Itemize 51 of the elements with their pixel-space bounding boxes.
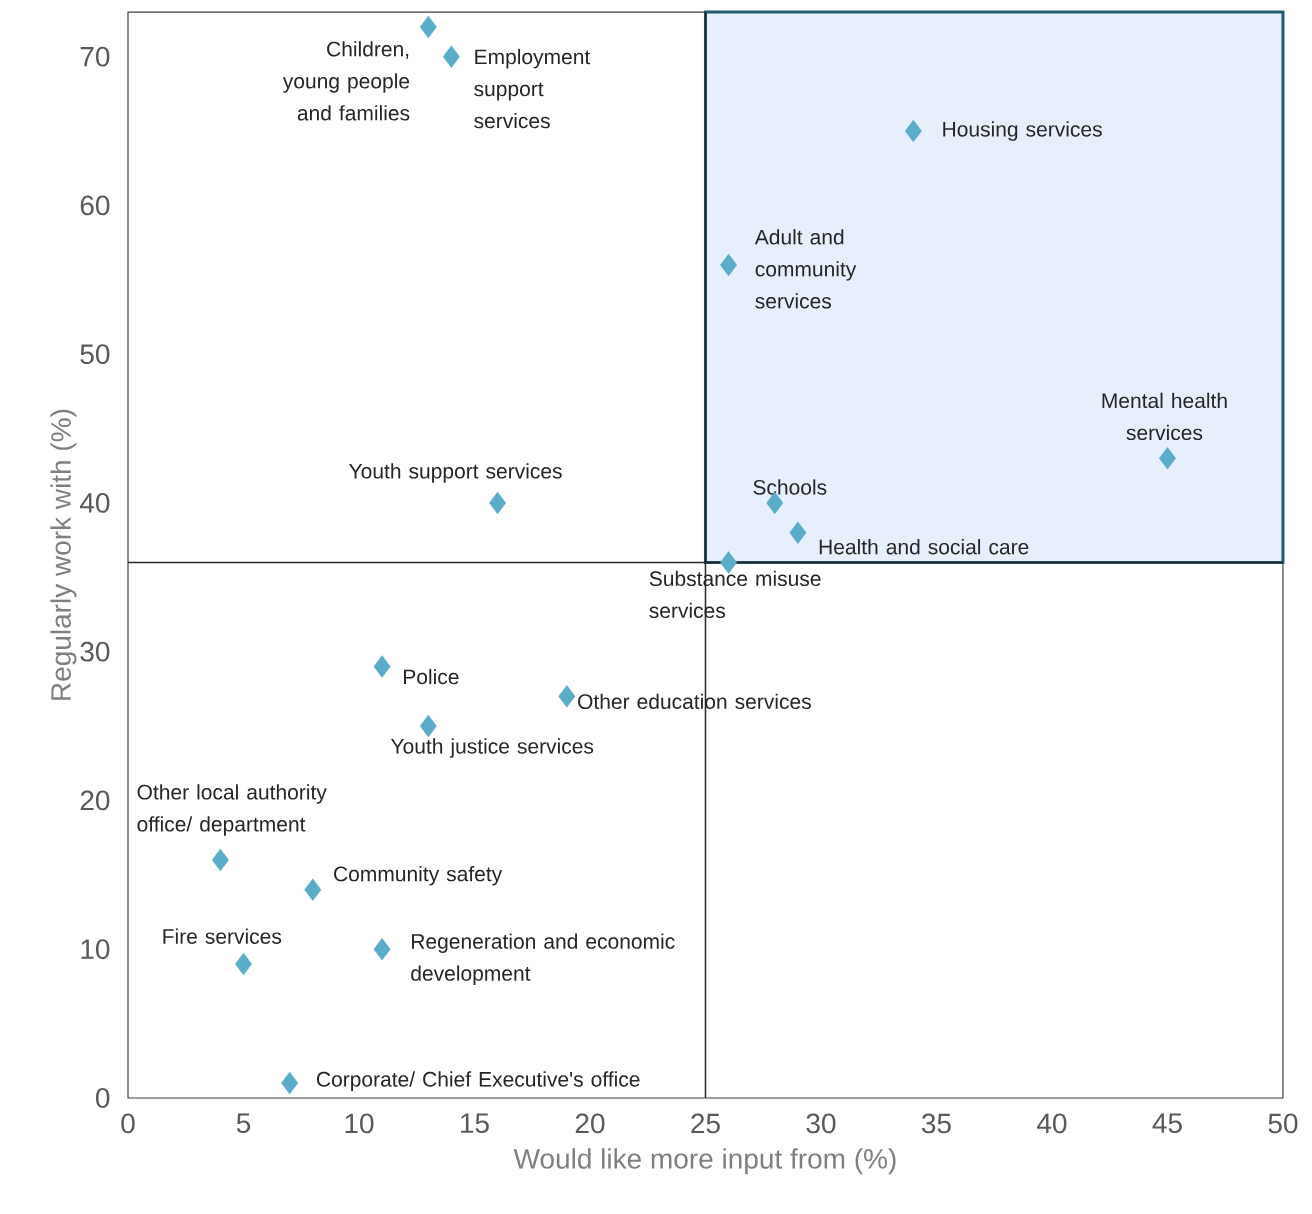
point xyxy=(373,655,391,678)
y-tick-label: 20 xyxy=(80,790,110,811)
point xyxy=(211,848,229,872)
x-tick-label: 20 xyxy=(575,1113,605,1134)
point xyxy=(419,714,437,738)
point xyxy=(442,45,460,68)
y-tick-label: 40 xyxy=(79,493,110,513)
point xyxy=(235,952,252,976)
x-tick-label: 35 xyxy=(921,1113,951,1134)
y-tick-label: 0 xyxy=(96,1088,110,1108)
point xyxy=(281,1071,299,1095)
point xyxy=(489,491,507,515)
annotation: Police xyxy=(404,668,459,685)
x-tick-label: 10 xyxy=(345,1113,374,1134)
annotation: Fire services xyxy=(163,928,282,944)
x-axis-title: Would like more input from (%) xyxy=(513,1148,896,1175)
point xyxy=(720,253,738,277)
x-tick-label: 25 xyxy=(691,1113,720,1134)
annotation: Youth support services xyxy=(349,463,562,483)
x-tick-label: 40 xyxy=(1037,1113,1067,1134)
annotation: Children, young people and families xyxy=(282,41,410,121)
point xyxy=(419,15,437,39)
x-tick-label: 0 xyxy=(121,1113,135,1134)
annotation: Housing services xyxy=(943,121,1102,141)
annotation: Community safety xyxy=(334,865,503,886)
y-tick-label: 30 xyxy=(80,641,110,662)
x-tick-label: 30 xyxy=(806,1113,836,1134)
x-tick-label: 15 xyxy=(461,1113,489,1134)
point xyxy=(304,878,322,901)
annotation: Mental health services xyxy=(1102,392,1227,441)
annotation: Corporate/ Chief Executive's office xyxy=(316,1071,640,1091)
annotation: Employment support services xyxy=(474,48,591,129)
annotation: Health and social care xyxy=(819,538,1029,555)
x-tick-label: 45 xyxy=(1152,1113,1182,1134)
y-tick-label: 70 xyxy=(80,46,110,67)
y-tick-label: 10 xyxy=(81,939,110,960)
annotation: Other local authority office/ department xyxy=(137,784,327,836)
y-tick-label: 60 xyxy=(80,195,110,216)
y-tick-label: 50 xyxy=(80,344,110,365)
annotation: Adult and community services xyxy=(754,229,857,309)
y-axis-title: Regularly work with (%) xyxy=(50,409,77,700)
annotation: Youth justice services xyxy=(390,738,594,758)
point xyxy=(558,685,576,708)
annotation: Regeneration and economic development xyxy=(411,933,675,985)
point xyxy=(789,521,807,544)
annotation: Schools xyxy=(753,479,827,495)
point xyxy=(904,119,922,143)
x-tick-label: 5 xyxy=(236,1113,251,1134)
point xyxy=(373,938,391,961)
point xyxy=(1159,447,1176,470)
x-tick-label: 50 xyxy=(1268,1113,1298,1134)
